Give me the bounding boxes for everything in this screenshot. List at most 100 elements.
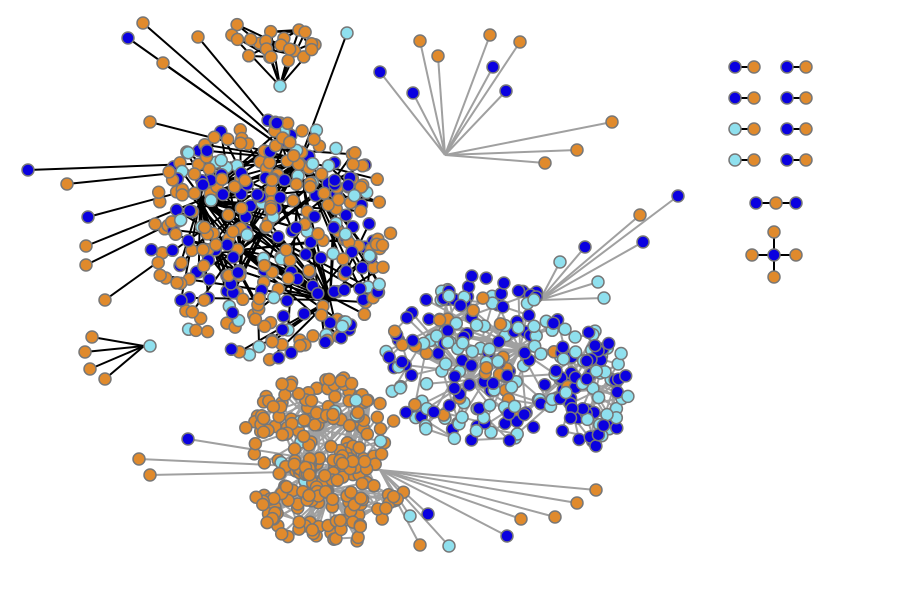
node [337, 283, 352, 297]
node [233, 136, 248, 150]
node [292, 515, 306, 529]
node [174, 256, 189, 270]
node [400, 310, 414, 325]
edge [444, 34, 491, 156]
node [373, 422, 388, 436]
node [185, 305, 200, 319]
node [395, 355, 409, 369]
nodes [21, 16, 685, 553]
node [200, 324, 215, 339]
node [403, 509, 417, 523]
node [347, 188, 362, 203]
node [214, 153, 228, 168]
node [497, 276, 511, 290]
node [338, 227, 353, 241]
node [789, 196, 803, 210]
node [170, 276, 184, 290]
node [749, 196, 763, 210]
node [279, 480, 294, 494]
edge [379, 469, 597, 491]
node [633, 208, 647, 222]
node [252, 291, 267, 306]
node [306, 329, 320, 343]
node [464, 358, 479, 373]
node [556, 340, 570, 354]
node [601, 336, 616, 351]
node [238, 173, 252, 188]
node [360, 427, 375, 441]
node [325, 492, 340, 506]
node [252, 339, 266, 354]
node [83, 362, 97, 376]
node [257, 456, 272, 470]
node [469, 318, 484, 332]
node [353, 281, 367, 296]
node [465, 344, 480, 359]
node [226, 250, 241, 265]
node [302, 488, 316, 503]
node [522, 308, 536, 323]
node [273, 190, 287, 205]
component-nodes [728, 60, 813, 284]
node [304, 393, 319, 408]
node [174, 293, 188, 308]
node [302, 468, 317, 482]
node [279, 243, 293, 257]
edge [539, 261, 561, 301]
node [216, 187, 230, 202]
node [349, 393, 363, 408]
node [355, 476, 369, 491]
node [317, 186, 331, 201]
node [293, 339, 307, 353]
node [780, 122, 794, 136]
node [256, 425, 271, 439]
node [747, 91, 761, 105]
node [605, 115, 619, 129]
node [449, 316, 464, 331]
node [322, 372, 336, 387]
node [289, 220, 303, 235]
node [799, 60, 813, 74]
node [148, 217, 162, 231]
edge [444, 154, 546, 164]
node [348, 146, 362, 160]
node [275, 377, 289, 391]
node [202, 272, 217, 287]
node [379, 501, 393, 516]
node [335, 456, 350, 471]
node [466, 303, 480, 318]
node [568, 345, 583, 359]
node [260, 515, 274, 530]
node [262, 155, 277, 170]
node [183, 203, 197, 218]
node [335, 319, 350, 333]
edge [444, 149, 578, 156]
node [256, 411, 271, 426]
node [274, 527, 289, 541]
node [264, 50, 278, 64]
node [537, 377, 552, 392]
node [370, 410, 385, 425]
node [404, 368, 419, 382]
node [273, 79, 287, 93]
node [231, 265, 245, 280]
node [305, 156, 320, 171]
node [307, 209, 322, 224]
node [98, 293, 112, 307]
node [224, 342, 239, 357]
node [341, 178, 355, 193]
node [555, 424, 570, 438]
node [303, 180, 317, 194]
edge [412, 92, 446, 156]
node [455, 336, 470, 350]
node [354, 491, 368, 506]
node [517, 407, 531, 422]
node [728, 91, 742, 105]
node [276, 309, 291, 323]
edge [84, 345, 145, 353]
node [143, 339, 157, 353]
node [156, 56, 170, 70]
node [153, 268, 167, 282]
node [465, 269, 479, 283]
node [265, 173, 279, 188]
